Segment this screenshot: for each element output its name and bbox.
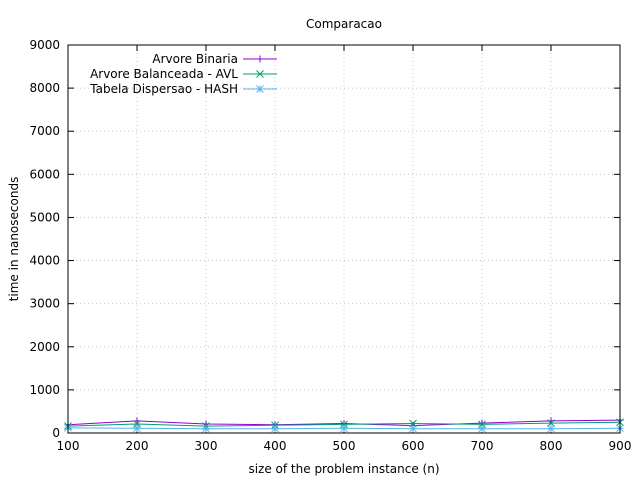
grid-lines <box>68 45 620 433</box>
legend-label: Arvore Binaria <box>152 52 238 66</box>
x-axis-label: size of the problem instance (n) <box>248 462 439 476</box>
y-axis-label: time in nanoseconds <box>7 177 21 302</box>
series-3-point <box>340 424 348 433</box>
y-tick-label: 6000 <box>29 167 60 181</box>
x-tick-label: 800 <box>540 439 563 453</box>
legend-marker <box>256 70 264 78</box>
series-2 <box>64 418 624 430</box>
y-tick-label: 2000 <box>29 340 60 354</box>
series-3-point <box>547 424 555 433</box>
legend-label: Tabela Dispersao - HASH <box>89 82 238 96</box>
x-tick-label: 700 <box>471 439 494 453</box>
legend-marker <box>256 55 264 63</box>
y-tick-label: 4000 <box>29 254 60 268</box>
data-series <box>64 416 624 433</box>
x-tick-label: 600 <box>402 439 425 453</box>
plot-frame <box>67 44 621 434</box>
chart-title: Comparacao <box>306 17 382 31</box>
x-tick-label: 100 <box>57 439 80 453</box>
y-tick-label: 1000 <box>29 383 60 397</box>
y-tick-label: 5000 <box>29 210 60 224</box>
x-tick-label: 900 <box>609 439 632 453</box>
legend-item-2: Arvore Balanceada - AVL <box>90 67 277 81</box>
legend-label: Arvore Balanceada - AVL <box>90 67 238 81</box>
series-3-point <box>202 424 210 433</box>
axis-ticks: 0 1000 2000 3000 4000 5000 6000 7000 8000 9000 100… <box>29 38 631 453</box>
legend-item-1: Arvore Binaria <box>152 52 277 66</box>
legend-marker <box>256 85 264 93</box>
y-tick-label: 0 <box>52 426 60 440</box>
legend-item-3: Tabela Dispersao - HASH <box>89 82 277 96</box>
y-tick-label: 8000 <box>29 81 60 95</box>
series-3-point <box>478 424 486 433</box>
y-tick-label: 3000 <box>29 297 60 311</box>
series-2-point <box>547 419 555 427</box>
x-tick-label: 300 <box>195 439 218 453</box>
x-tick-label: 500 <box>333 439 356 453</box>
x-tick-label: 400 <box>264 439 287 453</box>
series-3-point <box>133 424 141 433</box>
series-2-point <box>340 420 348 429</box>
y-tick-label: 7000 <box>29 124 60 138</box>
series-3-point <box>409 424 417 433</box>
series-3 <box>64 423 624 433</box>
x-tick-label: 200 <box>126 439 149 453</box>
series-3-point <box>271 424 279 433</box>
y-tick-label: 9000 <box>29 38 60 52</box>
